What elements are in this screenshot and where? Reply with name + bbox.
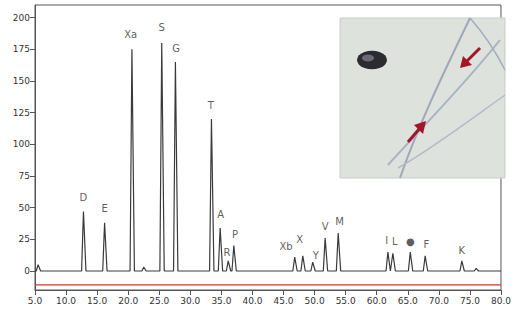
- svg-text:75.0: 75.0: [460, 296, 480, 306]
- svg-text:F: F: [424, 239, 430, 250]
- svg-text:10.0: 10.0: [56, 296, 76, 306]
- svg-text:25: 25: [19, 234, 30, 244]
- svg-text:75: 75: [19, 171, 30, 181]
- svg-text:45.0: 45.0: [273, 296, 293, 306]
- svg-text:L: L: [392, 236, 398, 247]
- svg-text:R: R: [224, 247, 231, 258]
- svg-text:5.0: 5.0: [28, 296, 43, 306]
- svg-text:S: S: [159, 22, 165, 33]
- svg-text:50: 50: [19, 203, 31, 213]
- svg-text:I: I: [385, 235, 388, 246]
- svg-text:50.0: 50.0: [305, 296, 325, 306]
- svg-text:Xa: Xa: [124, 29, 137, 40]
- svg-text:A: A: [217, 209, 224, 220]
- svg-text:30.0: 30.0: [180, 296, 200, 306]
- svg-text:125: 125: [13, 108, 30, 118]
- svg-text:●: ●: [406, 236, 415, 247]
- svg-text:Y: Y: [312, 250, 320, 261]
- svg-text:60.0: 60.0: [367, 296, 387, 306]
- svg-text:E: E: [101, 203, 107, 214]
- svg-text:35.0: 35.0: [211, 296, 231, 306]
- svg-text:55.0: 55.0: [336, 296, 356, 306]
- svg-text:150: 150: [13, 76, 30, 86]
- svg-text:40.0: 40.0: [242, 296, 262, 306]
- svg-text:K: K: [459, 245, 466, 256]
- svg-text:Xb: Xb: [279, 241, 292, 252]
- svg-text:15.0: 15.0: [87, 296, 107, 306]
- svg-text:X: X: [296, 234, 303, 245]
- svg-text:80.0: 80.0: [491, 296, 511, 306]
- svg-text:100: 100: [13, 139, 30, 149]
- svg-text:0: 0: [24, 266, 30, 276]
- svg-text:T: T: [207, 100, 215, 111]
- svg-text:V: V: [322, 221, 329, 232]
- svg-text:M: M: [335, 216, 344, 227]
- svg-text:25.0: 25.0: [149, 296, 169, 306]
- svg-text:175: 175: [13, 44, 30, 54]
- svg-text:20.0: 20.0: [118, 296, 138, 306]
- svg-text:P: P: [232, 229, 238, 240]
- svg-text:200: 200: [13, 13, 30, 23]
- svg-text:65.0: 65.0: [398, 296, 418, 306]
- svg-text:D: D: [80, 192, 88, 203]
- svg-text:70.0: 70.0: [429, 296, 449, 306]
- svg-text:G: G: [172, 43, 180, 54]
